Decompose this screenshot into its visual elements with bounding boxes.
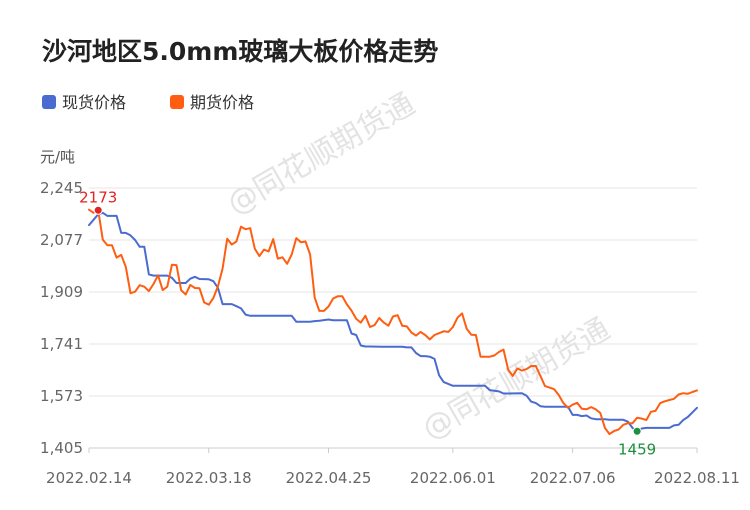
annotations: 2173 1459	[79, 188, 656, 458]
x-tick-label: 2022.08.11	[654, 469, 740, 487]
x-tick-label: 2022.03.18	[166, 469, 252, 487]
y-tick-label: 1,405	[40, 439, 83, 457]
annotation-label: 1459	[618, 440, 656, 458]
legend-swatch-futures	[170, 95, 184, 109]
annotation-marker	[632, 426, 642, 436]
x-tick-label: 2022.07.06	[530, 469, 616, 487]
y-tick-label: 1,573	[40, 387, 83, 405]
series-line-futures	[88, 208, 698, 436]
legend: 现货价格 期货价格	[42, 93, 254, 112]
x-tick-label: 2022.06.01	[410, 469, 496, 487]
y-tick-label: 2,077	[40, 231, 83, 249]
y-tick-label: 1,909	[40, 283, 83, 301]
x-axis: 2022.02.14 2022.03.18 2022.04.25 2022.06.01…	[46, 447, 740, 487]
legend-label-spot[interactable]: 现货价格	[62, 93, 126, 112]
legend-label-futures[interactable]: 期货价格	[190, 93, 254, 112]
chart-title: 沙河地区5.0mm玻璃大板价格走势	[42, 37, 438, 66]
y-axis: 2,245 2,077 1,909 1,741 1,573 1,405	[40, 179, 83, 457]
series-lines	[88, 208, 698, 436]
annotation-marker	[93, 205, 103, 215]
y-axis-unit: 元/吨	[40, 148, 75, 166]
y-tick-label: 2,245	[40, 179, 83, 197]
series-line-spot	[88, 211, 698, 433]
y-tick-label: 1,741	[40, 335, 83, 353]
x-tick-label: 2022.04.25	[286, 469, 372, 487]
x-tick-label: 2022.02.14	[46, 469, 132, 487]
annotation-label: 2173	[79, 188, 117, 206]
legend-swatch-spot	[42, 95, 56, 109]
